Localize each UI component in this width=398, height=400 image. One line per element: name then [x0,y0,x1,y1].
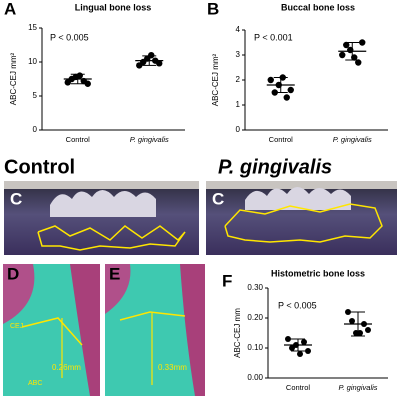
data-point [84,80,91,87]
y-tick-label: 5 [33,91,38,100]
photo-c-control: C [4,181,199,255]
data-point [349,318,355,324]
y-tick-label: 2 [236,75,241,84]
y-tick-label: 15 [28,23,37,32]
data-point [305,348,311,354]
data-point [345,309,351,315]
data-point [343,41,350,49]
data-point [267,76,274,84]
x-tick-label: P. gingivalis [338,383,377,392]
annotation: P < 0.005 [278,300,317,310]
y-tick-label: 10 [28,57,37,66]
data-point [365,327,371,333]
data-point [283,94,290,101]
x-tick-label: Control [269,135,294,144]
data-point [297,351,303,357]
y-tick-label: 0.10 [247,343,263,352]
photo-label: C [10,189,22,208]
data-point [285,336,291,342]
chart: A Lingual bone loss ABC-CEJ mm² P < 0.005 0 5… [4,0,185,144]
annotation: P < 0.005 [50,32,89,42]
x-tick-label: P. gingivalis [130,135,169,144]
panel-label: A [4,0,16,18]
data-point [156,60,163,67]
photo-title: Control [4,156,75,178]
x-tick-label: P. gingivalis [333,135,372,144]
photo-c-pg: C [206,181,397,255]
data-point [359,39,366,46]
data-point [355,59,362,66]
y-tick-label: 1 [236,100,241,109]
chart-title: Buccal bone loss [281,2,355,12]
photo-label: C [212,189,224,208]
chart-title: Histometric bone loss [271,268,365,278]
annotation: P < 0.001 [254,32,293,42]
y-tick-label: 0.20 [247,313,263,322]
y-tick-label: 4 [236,25,241,34]
chart: B Buccal bone loss ABC-CEJ mm² P < 0.001 0 1 2… [207,0,388,144]
photo-text: 0.33mm [158,363,187,372]
photo-title: P. gingivalis [218,156,332,178]
photo-text: ABC [28,380,42,387]
photo-text: CEJ [10,323,23,330]
x-tick-label: Control [66,135,91,144]
y-tick-label: 0 [236,125,241,134]
y-tick-label: 3 [236,50,241,59]
x-tick-label: Control [286,383,311,392]
y-tick-label: 0.30 [247,283,263,292]
photo-d: D CEJ ABC 0.26mm [3,264,100,396]
panel-label: F [222,271,232,290]
y-axis-label: ABC-CEJ mm [233,308,242,358]
chart-title: Lingual bone loss [75,2,152,12]
panel-label: B [207,0,219,18]
data-point [339,51,346,59]
data-point [301,339,307,345]
photo-e: E 0.33mm [105,264,205,396]
y-tick-label: 0 [33,125,38,134]
photo-text: 0.26mm [52,363,81,372]
y-tick-label: 0.00 [247,373,263,382]
y-axis-label: ABC-CEJ mm² [211,53,220,106]
y-axis-label: ABC-CEJ mm² [9,52,18,105]
photo-label: E [109,264,120,283]
data-point [287,86,294,94]
photo-label: D [7,264,19,283]
chart: F Histometric bone loss ABC-CEJ mm P < 0.00… [222,268,388,392]
